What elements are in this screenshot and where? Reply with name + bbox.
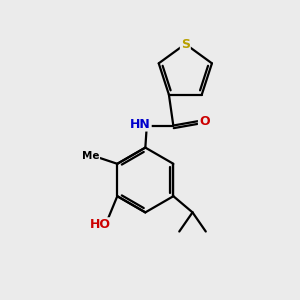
Text: S: S <box>181 38 190 50</box>
Text: Me: Me <box>82 151 100 161</box>
Text: HO: HO <box>90 218 111 231</box>
Text: HN: HN <box>130 118 151 130</box>
Text: O: O <box>199 115 209 128</box>
